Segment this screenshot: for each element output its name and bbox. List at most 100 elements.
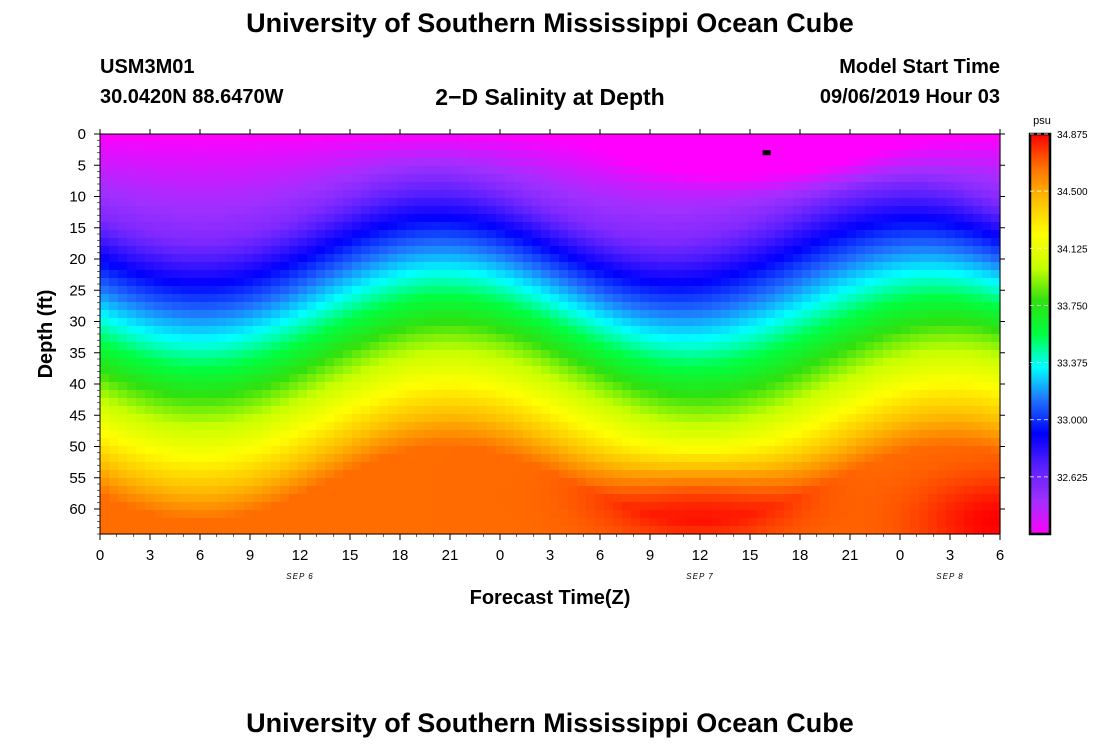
heatmap-cell <box>793 382 803 391</box>
heatmap-cell <box>424 438 434 447</box>
heatmap-cell <box>811 230 821 239</box>
heatmap-cell <box>343 254 353 263</box>
heatmap-cell <box>730 270 740 279</box>
heatmap-cell <box>298 318 308 327</box>
heatmap-cell <box>640 518 650 527</box>
heatmap-cell <box>820 206 830 215</box>
heatmap-cell <box>703 398 713 407</box>
heatmap-cell <box>181 286 191 295</box>
heatmap-cell <box>271 302 281 311</box>
heatmap-cell <box>757 318 767 327</box>
heatmap-cell <box>217 406 227 415</box>
heatmap-cell <box>388 470 398 479</box>
heatmap-cell <box>577 326 587 335</box>
heatmap-cell <box>208 294 218 303</box>
heatmap-cell <box>325 358 335 367</box>
heatmap-cell <box>289 406 299 415</box>
heatmap-cell <box>910 230 920 239</box>
heatmap-cell <box>100 318 110 327</box>
heatmap-cell <box>262 246 272 255</box>
heatmap-cell <box>649 166 659 175</box>
heatmap-cell <box>370 206 380 215</box>
heatmap-cell <box>154 366 164 375</box>
heatmap-cell <box>181 366 191 375</box>
heatmap-cell <box>928 174 938 183</box>
heatmap-cell <box>991 270 1001 279</box>
heatmap-cell <box>784 254 794 263</box>
heatmap-cell <box>640 318 650 327</box>
heatmap-cell <box>424 414 434 423</box>
heatmap-cell <box>397 262 407 271</box>
heatmap-cell <box>469 150 479 159</box>
heatmap-cell <box>433 486 443 495</box>
heatmap-cell <box>172 390 182 399</box>
heatmap-cell <box>505 286 515 295</box>
heatmap-cell <box>253 470 263 479</box>
heatmap-cell <box>631 494 641 503</box>
heatmap-cell <box>838 454 848 463</box>
heatmap-cell <box>460 446 470 455</box>
heatmap-cell <box>694 422 704 431</box>
heatmap-cell <box>964 438 974 447</box>
heatmap-cell <box>937 502 947 511</box>
heatmap-cell <box>910 134 920 143</box>
heatmap-cell <box>244 526 254 535</box>
heatmap-cell <box>604 174 614 183</box>
heatmap-cell <box>163 502 173 511</box>
heatmap-cell <box>190 158 200 167</box>
heatmap-cell <box>901 238 911 247</box>
heatmap-cell <box>253 446 263 455</box>
heatmap-cell <box>316 366 326 375</box>
heatmap-cell <box>991 262 1001 271</box>
heatmap-cell <box>712 246 722 255</box>
heatmap-cell <box>829 310 839 319</box>
heatmap-cell <box>469 310 479 319</box>
heatmap-cell <box>784 446 794 455</box>
heatmap-cell <box>604 350 614 359</box>
heatmap-cell <box>478 350 488 359</box>
heatmap-cell <box>757 462 767 471</box>
heatmap-cell <box>235 134 245 143</box>
heatmap-cell <box>838 246 848 255</box>
heatmap-cell <box>406 526 416 535</box>
heatmap-cell <box>694 270 704 279</box>
heatmap-cell <box>442 430 452 439</box>
heatmap-cell <box>145 510 155 519</box>
heatmap-cell <box>838 470 848 479</box>
heatmap-cell <box>172 414 182 423</box>
heatmap-cell <box>766 526 776 535</box>
heatmap-cell <box>856 302 866 311</box>
heatmap-cell <box>730 366 740 375</box>
heatmap-cell <box>649 222 659 231</box>
heatmap-cell <box>505 198 515 207</box>
heatmap-cell <box>316 214 326 223</box>
heatmap-cell <box>469 302 479 311</box>
heatmap-cell <box>586 166 596 175</box>
heatmap-cell <box>982 310 992 319</box>
heatmap-cell <box>712 230 722 239</box>
heatmap-cell <box>676 342 686 351</box>
heatmap-cell <box>604 470 614 479</box>
heatmap-cell <box>631 206 641 215</box>
heatmap-cell <box>550 134 560 143</box>
heatmap-cell <box>658 334 668 343</box>
heatmap-cell <box>937 350 947 359</box>
heatmap-cell <box>100 294 110 303</box>
heatmap-cell <box>676 206 686 215</box>
heatmap-cell <box>226 222 236 231</box>
heatmap-cell <box>325 406 335 415</box>
heatmap-cell <box>892 414 902 423</box>
heatmap-cell <box>973 190 983 199</box>
heatmap-cell <box>343 406 353 415</box>
heatmap-cell <box>226 254 236 263</box>
heatmap-cell <box>820 518 830 527</box>
heatmap-cell <box>793 326 803 335</box>
heatmap-cell <box>298 294 308 303</box>
heatmap-cell <box>559 214 569 223</box>
heatmap-cell <box>334 214 344 223</box>
heatmap-cell <box>442 446 452 455</box>
heatmap-cell <box>172 310 182 319</box>
heatmap-cell <box>559 414 569 423</box>
heatmap-cell <box>829 150 839 159</box>
heatmap-cell <box>433 302 443 311</box>
